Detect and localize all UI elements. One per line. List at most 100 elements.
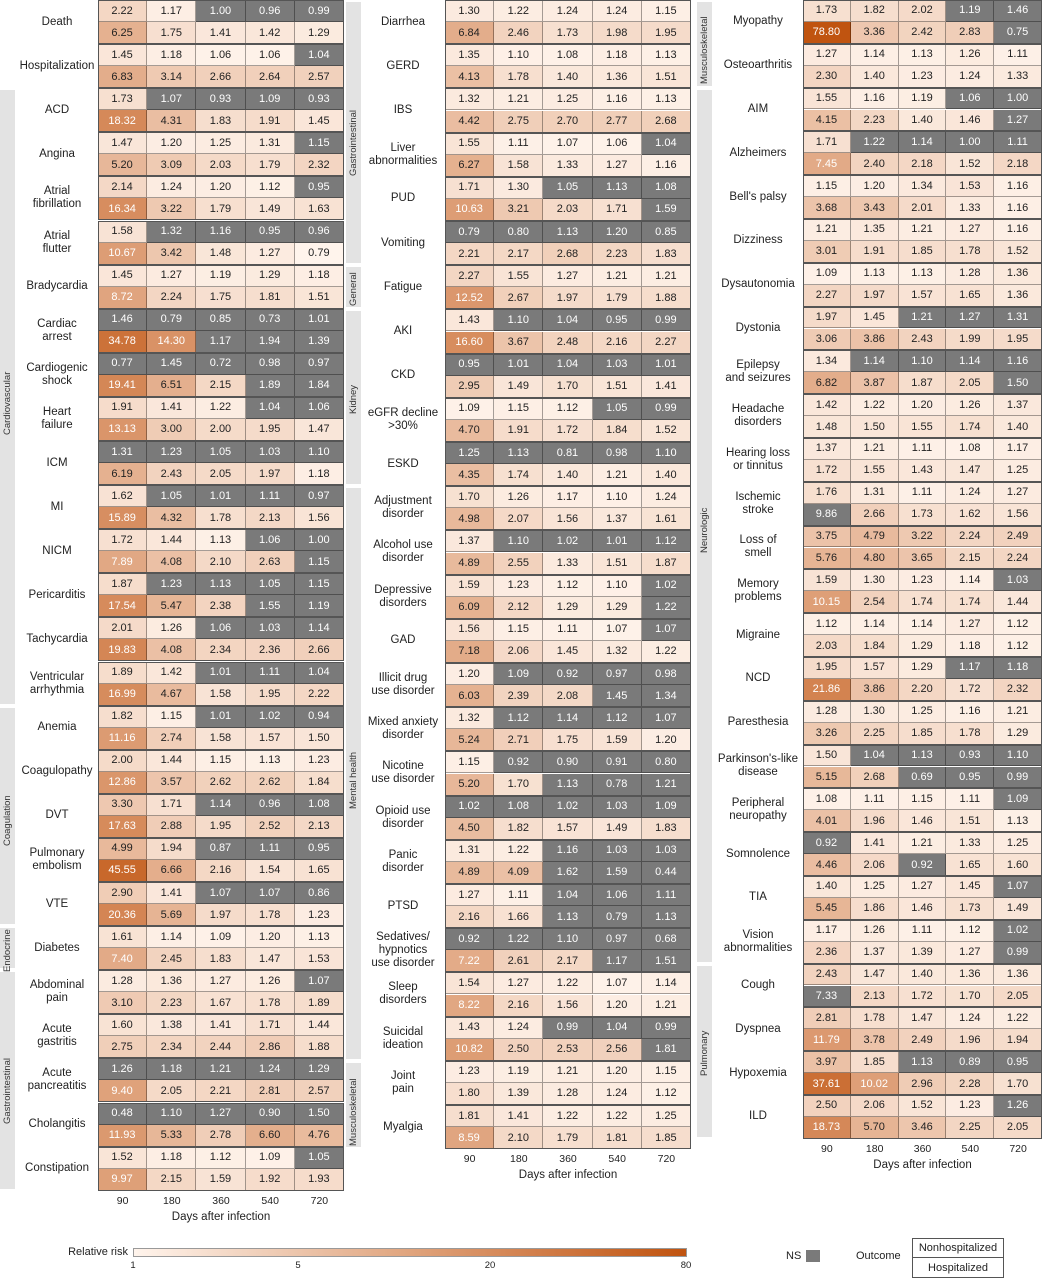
nonhospitalized-cell: 1.04: [543, 884, 593, 907]
hospitalized-cell: 0.79: [294, 242, 344, 265]
hospitalized-cell: 6.82: [803, 372, 851, 395]
nonhospitalized-cell: 1.42: [147, 661, 197, 684]
hospitalized-cell: 1.36: [994, 284, 1042, 307]
nonhospitalized-cell: 1.16: [994, 350, 1042, 373]
nonhospitalized-cell: 1.10: [494, 309, 544, 332]
nonhospitalized-cell: 1.14: [946, 569, 995, 592]
hospitalized-cell: 1.22: [641, 596, 691, 619]
category-label: Neurologic: [699, 507, 710, 553]
nonhospitalized-cell: 1.85: [850, 1051, 899, 1074]
hospitalized-cell: 3.43: [850, 197, 899, 219]
hospitalized-cell: 1.75: [147, 22, 197, 45]
hospitalized-cell: 1.51: [592, 375, 642, 398]
hospitalized-cell: 7.22: [445, 950, 495, 973]
nonhospitalized-cell: 1.14: [850, 350, 899, 373]
hospitalized-cell: 2.13: [850, 985, 899, 1008]
nonhospitalized-cell: 1.46: [994, 0, 1042, 22]
nonhospitalized-cell: 1.07: [994, 876, 1042, 898]
nonhospitalized-cell: 0.93: [196, 88, 246, 111]
hospitalized-cell: 1.63: [294, 198, 344, 221]
hospitalized-cell: 2.54: [850, 591, 899, 614]
nonhospitalized-cell: 1.02: [543, 530, 593, 553]
hospitalized-cell: 1.83: [196, 110, 246, 133]
nonhospitalized-cell: 0.92: [494, 751, 544, 774]
hospitalized-cell: 1.56: [994, 503, 1042, 526]
x-tick-label: 720: [657, 1153, 676, 1166]
nonhospitalized-cell: 1.14: [898, 613, 947, 636]
nonhospitalized-cell: 1.15: [803, 175, 851, 198]
nonhospitalized-cell: 1.15: [641, 0, 691, 23]
nonhospitalized-cell: 1.17: [147, 0, 197, 23]
nonhospitalized-cell: 1.11: [245, 837, 295, 860]
hospitalized-cell: 2.24: [994, 547, 1042, 570]
nonhospitalized-cell: 0.87: [196, 837, 246, 860]
nonhospitalized-cell: 1.01: [494, 353, 544, 376]
nonhospitalized-cell: 1.26: [946, 394, 995, 417]
nonhospitalized-cell: 1.61: [98, 926, 148, 949]
hospitalized-cell: 0.69: [898, 766, 947, 789]
hospitalized-cell: 2.63: [245, 551, 295, 574]
category-bar: [346, 2, 361, 264]
nonhospitalized-cell: 1.07: [294, 970, 344, 993]
hospitalized-cell: 3.06: [803, 328, 851, 351]
hospitalized-cell: 1.91: [850, 240, 899, 263]
nonhospitalized-cell: 1.23: [294, 749, 344, 772]
hospitalized-cell: 2.05: [196, 463, 246, 486]
hospitalized-cell: 1.51: [592, 552, 642, 575]
nonhospitalized-cell: 0.99: [641, 397, 691, 420]
hospitalized-cell: 1.51: [641, 950, 691, 973]
nonhospitalized-cell: 1.36: [147, 970, 197, 993]
nonhospitalized-cell: 0.95: [294, 176, 344, 199]
nonhospitalized-cell: 1.24: [592, 0, 642, 23]
nonhospitalized-cell: 1.89: [98, 661, 148, 684]
row-label: Angina: [39, 147, 75, 160]
row-label: Acute gastritis: [37, 1023, 77, 1049]
nonhospitalized-cell: 1.19: [898, 87, 947, 110]
hospitalized-cell: 5.33: [147, 1124, 197, 1147]
category-label: General: [348, 272, 359, 307]
hospitalized-cell: 0.75: [994, 21, 1042, 44]
hospitalized-cell: 3.21: [494, 198, 544, 221]
hospitalized-cell: 1.41: [641, 375, 691, 398]
hospitalized-cell: 1.96: [850, 810, 899, 833]
nonhospitalized-cell: 1.13: [898, 744, 947, 767]
nonhospitalized-cell: 1.04: [245, 396, 295, 419]
nonhospitalized-cell: 1.27: [196, 970, 246, 993]
hospitalized-cell: 1.16: [641, 154, 691, 177]
hospitalized-cell: 2.23: [850, 109, 899, 132]
hospitalized-cell: 2.68: [641, 110, 691, 133]
nonhospitalized-cell: 1.16: [592, 88, 642, 111]
nonhospitalized-cell: 1.06: [245, 529, 295, 552]
nonhospitalized-cell: 1.10: [994, 744, 1042, 767]
row-label: Sleep disorders: [379, 981, 427, 1007]
hospitalized-cell: 2.36: [245, 639, 295, 662]
nonhospitalized-cell: 0.80: [494, 221, 544, 244]
hospitalized-cell: 19.83: [98, 639, 148, 662]
hospitalized-cell: 1.49: [494, 375, 544, 398]
nonhospitalized-cell: 1.12: [641, 530, 691, 553]
category-label: Musculoskeletal: [348, 1077, 359, 1146]
nonhospitalized-cell: 1.24: [245, 1058, 295, 1081]
hospitalized-cell: 1.84: [294, 771, 344, 794]
hospitalized-cell: 18.32: [98, 110, 148, 133]
nonhospitalized-cell: 0.94: [294, 705, 344, 728]
nonhospitalized-cell: 1.10: [641, 442, 691, 465]
nonhospitalized-cell: 1.27: [494, 972, 544, 995]
nonhospitalized-cell: 1.00: [994, 87, 1042, 110]
nonhospitalized-cell: 1.17: [543, 486, 593, 509]
row-label: AKI: [393, 324, 413, 337]
nonhospitalized-cell: 1.06: [592, 132, 642, 155]
nonhospitalized-cell: 1.17: [946, 657, 995, 679]
nonhospitalized-cell: 1.07: [641, 707, 691, 730]
nonhospitalized-cell: 1.00: [294, 529, 344, 552]
nonhospitalized-cell: 0.48: [98, 1102, 148, 1125]
hospitalized-cell: 2.21: [196, 1080, 246, 1103]
hospitalized-cell: 2.06: [494, 640, 544, 663]
x-tick-label: 540: [261, 1194, 279, 1207]
hospitalized-cell: 3.01: [803, 240, 851, 263]
hospitalized-cell: 14.30: [147, 330, 197, 353]
nonhospitalized-cell: 0.92: [543, 663, 593, 686]
category-bar: [0, 90, 15, 704]
nonhospitalized-cell: 1.24: [494, 1016, 544, 1039]
